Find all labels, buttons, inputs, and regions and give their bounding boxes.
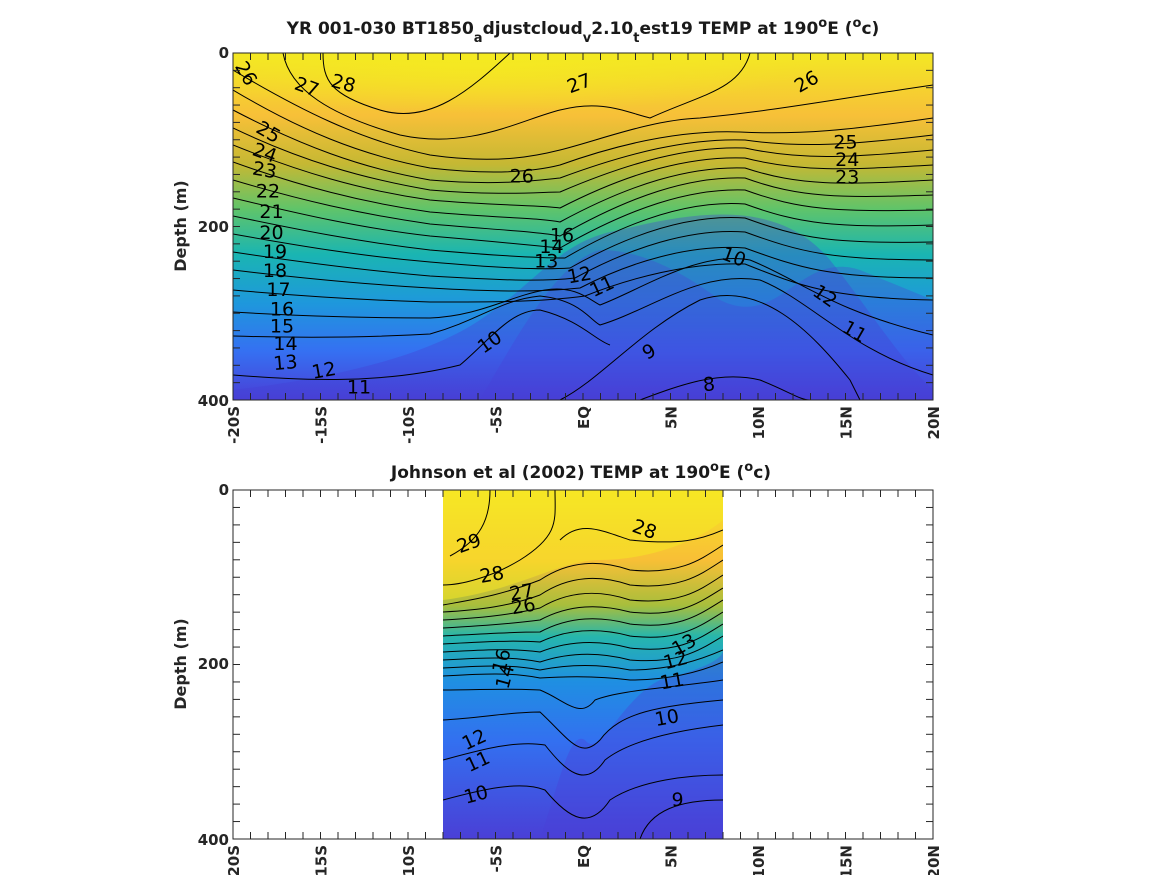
bottom-ytick-label: 400 (198, 831, 229, 849)
top-ytick-label: 0 (219, 44, 229, 62)
bottom-contours (443, 490, 723, 839)
top-ytick-label: 200 (198, 218, 229, 236)
top-ylabel: Depth (m) (171, 180, 190, 272)
top-contour-label: 23 (835, 166, 859, 188)
top-contour-label: 16 (550, 225, 574, 247)
top-xtick-label: 20N (925, 406, 943, 439)
top-contours (233, 53, 933, 400)
bottom-xtick-label: 10N (750, 845, 768, 875)
top-xtick-label: 5N (663, 406, 681, 429)
bottom-ylabel: Depth (m) (171, 618, 190, 710)
top-ytick-label: 400 (198, 392, 229, 410)
top-contour-label: 8 (702, 373, 716, 396)
bottom-ytick-label: 200 (198, 655, 229, 673)
top-panel: YR 001-030 BT1850adjustcloudv2.10test19 … (171, 16, 943, 444)
top-contour-label: 14 (273, 333, 297, 355)
bottom-panel: Johnson et al (2002) TEMP at 190oE (oc) (171, 460, 943, 875)
bottom-xtick-label: -20S (225, 845, 243, 875)
top-contour-label: 23 (251, 158, 279, 184)
top-contour-label: 20 (259, 222, 283, 244)
top-xtick-label: -5S (488, 406, 506, 433)
top-contour-label: 13 (534, 251, 558, 273)
bottom-ticks (232, 489, 934, 840)
bottom-xtick-label: -15S (313, 845, 331, 875)
top-contour-label: 12 (310, 358, 338, 384)
bottom-xtick-label: 20N (925, 845, 943, 875)
top-xtick-label: -10S (400, 406, 418, 444)
top-contour-label: 24 (835, 149, 859, 171)
top-ticks (232, 52, 934, 401)
top-contour-label: 15 (270, 316, 294, 338)
top-contour-label: 12 (566, 263, 594, 289)
top-contour-label: 11 (347, 376, 371, 398)
top-chart-title: YR 001-030 BT1850adjustcloudv2.10test19 … (286, 16, 880, 46)
bottom-xtick-label: -10S (400, 845, 418, 875)
top-contour-label: 14 (539, 236, 563, 258)
bottom-contour-label: 27 (508, 580, 536, 606)
top-xtick-label: EQ (575, 406, 593, 429)
top-xtick-label: 10N (750, 406, 768, 439)
bottom-xtick-label: 5N (663, 845, 681, 868)
bottom-ytick-label: 0 (219, 481, 229, 499)
bottom-contour-label: 9 (671, 789, 683, 811)
top-contour-label: 25 (833, 132, 857, 154)
top-contour-label: 16 (270, 298, 294, 320)
bottom-contour-label: 28 (478, 562, 506, 588)
bottom-xtick-labels: -20S -15S -10S -5S EQ 5N 10N 15N 20N (225, 845, 943, 875)
top-contour-label: 19 (263, 241, 287, 263)
top-xtick-label: 15N (838, 406, 856, 439)
bottom-contour-label: 11 (658, 669, 686, 695)
top-contour-label: 17 (266, 279, 290, 301)
top-contour-label: 21 (259, 201, 283, 223)
top-xtick-label: -15S (313, 406, 331, 444)
top-xtick-labels: -20S -15S -10S -5S EQ 5N 10N 15N 20N (225, 406, 943, 444)
top-contour-label: 13 (272, 351, 298, 375)
bottom-chart-title: Johnson et al (2002) TEMP at 190oE (oc) (390, 460, 771, 484)
bottom-xtick-label: EQ (575, 845, 593, 868)
top-contour-label: 22 (256, 180, 280, 202)
bottom-xtick-label: 15N (838, 845, 856, 875)
bottom-contour-label: 26 (510, 593, 538, 619)
top-xtick-label: -20S (225, 406, 243, 444)
bottom-xtick-label: -5S (488, 845, 506, 872)
top-contour-label: 18 (263, 260, 287, 282)
bottom-contour-label: 10 (653, 705, 681, 731)
top-contour-label: 26 (510, 166, 534, 188)
